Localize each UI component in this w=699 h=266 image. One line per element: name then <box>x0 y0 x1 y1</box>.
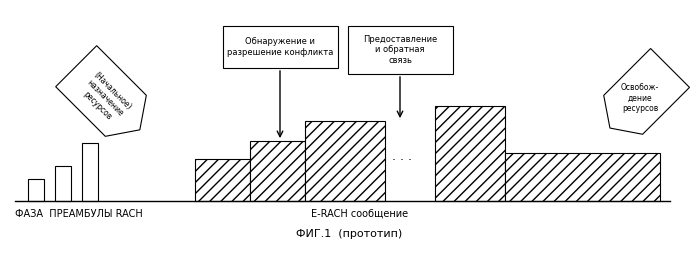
Text: Обнаружение и
разрешение конфликта: Обнаружение и разрешение конфликта <box>226 37 333 57</box>
Text: E-RACH сообщение: E-RACH сообщение <box>312 209 408 219</box>
Bar <box>305 121 385 201</box>
Text: Освобож-
дение
ресурсов: Освобож- дение ресурсов <box>621 83 659 113</box>
Bar <box>347 26 452 74</box>
Bar <box>222 26 338 68</box>
Text: ФИГ.1  (прототип): ФИГ.1 (прототип) <box>296 229 402 239</box>
Text: Предоставление
и обратная
связь: Предоставление и обратная связь <box>363 35 437 65</box>
Bar <box>195 159 250 201</box>
Bar <box>505 153 660 201</box>
Bar <box>55 166 71 201</box>
Polygon shape <box>604 48 689 134</box>
Bar <box>28 179 44 201</box>
Text: . . .: . . . <box>392 149 412 163</box>
Polygon shape <box>56 46 146 136</box>
Bar <box>435 106 505 201</box>
Bar <box>250 141 305 201</box>
Text: ФАЗА  ПРЕАМБУЛЫ RACH: ФАЗА ПРЕАМБУЛЫ RACH <box>15 209 143 219</box>
Text: (Начальное)
назначение
ресурсов: (Начальное) назначение ресурсов <box>77 70 133 126</box>
Bar <box>82 143 98 201</box>
